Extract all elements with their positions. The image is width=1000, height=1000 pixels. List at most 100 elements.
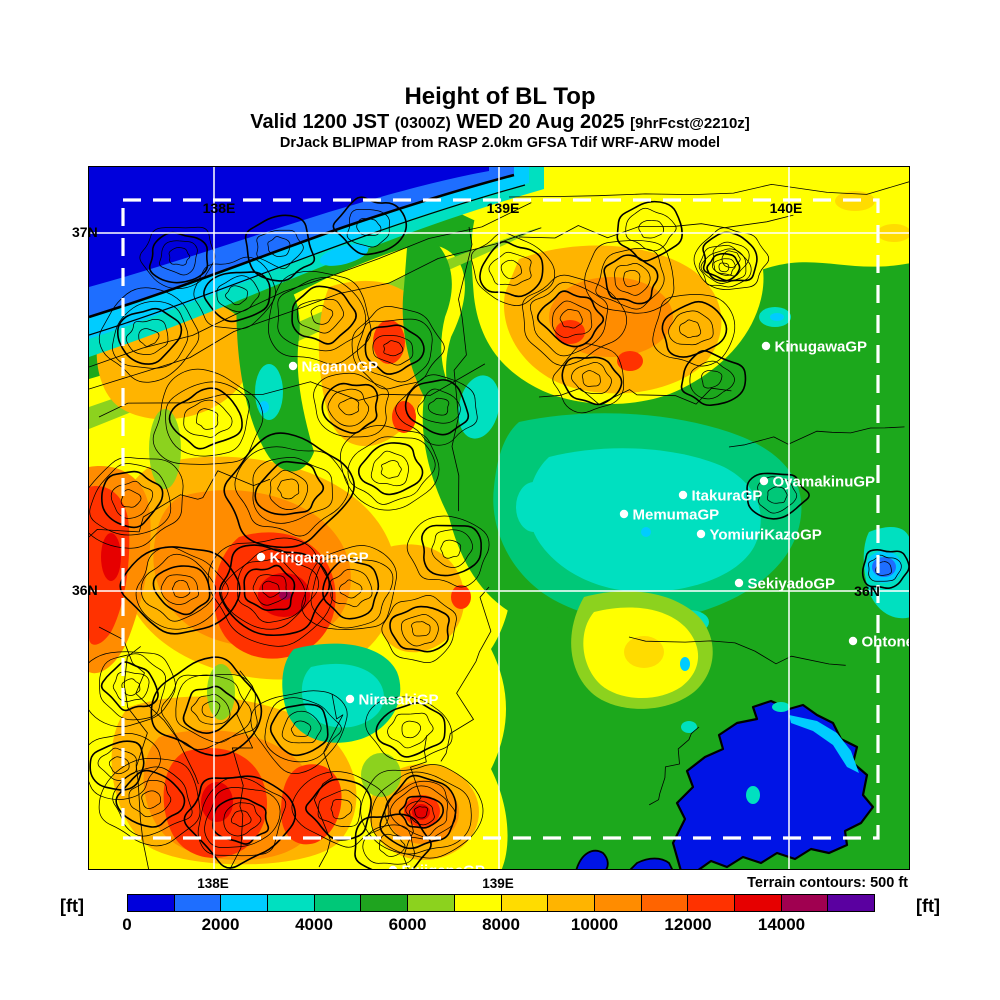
terrain-contour (383, 340, 404, 357)
terrain-contour (182, 685, 240, 734)
terrain-contour (89, 651, 176, 728)
terrain-contour (701, 370, 723, 389)
terrain-contour (98, 626, 199, 785)
station-marker (759, 476, 769, 486)
terrain-contour (380, 460, 402, 479)
terrain-contour (362, 824, 415, 865)
terrain-contour (625, 207, 677, 252)
terrain-contour (354, 813, 432, 869)
terrain-contour (340, 425, 440, 511)
decorative-shape (101, 533, 121, 581)
decorative-shape (259, 401, 269, 413)
station-marker (619, 509, 629, 519)
unit-label-left: [ft] (60, 896, 84, 916)
terrain-contour (679, 319, 702, 339)
decorative-shape (746, 786, 760, 804)
terrain-contour (322, 559, 380, 620)
terrain-contour (115, 769, 186, 828)
terrain-contour (89, 740, 145, 791)
terrain-contour (357, 442, 424, 496)
title-block: Height of BL Top Valid 1200 JST (0300Z) … (0, 84, 1000, 151)
terrain-contour (381, 594, 457, 664)
terrain-contour (101, 470, 164, 529)
terrain-contour (190, 694, 231, 725)
terrain-contour (395, 374, 478, 446)
station-label: SekiyadoGP (748, 576, 836, 593)
terrain-contour (404, 379, 470, 436)
lon-label-top: 138E (203, 200, 236, 216)
terrain-contour (332, 196, 408, 256)
terrain-contour (406, 515, 490, 588)
terrain-contour (571, 361, 612, 395)
terrain-contour (721, 250, 741, 269)
terrain-contour (536, 290, 605, 348)
terrain-contour (110, 480, 154, 519)
terrain-contour (281, 710, 322, 744)
terrain-contour (379, 774, 457, 850)
decorative-shape (402, 222, 649, 631)
station-marker (256, 552, 266, 562)
station-label: YomiuriKazoGP (710, 527, 822, 544)
terrain-contour (160, 574, 199, 605)
colorbar-tick: 6000 (388, 915, 427, 934)
terrain-contour (125, 318, 169, 355)
station: ItakuraGP (678, 488, 762, 505)
colorbar-segment (827, 895, 874, 911)
model-domain-outline (121, 198, 880, 840)
terrain-contour (479, 240, 544, 298)
colorbar-tick: 4000 (295, 915, 333, 934)
terrain-contour-note: Terrain contours: 500 ft (747, 875, 908, 891)
decorative-shape (680, 657, 690, 671)
contour-lines (89, 181, 909, 869)
colorbar-segment (453, 895, 501, 911)
terrain-contour (195, 408, 219, 430)
terrain-contour (401, 614, 439, 647)
station: KirigamineGP (256, 550, 369, 567)
terrain-contour (389, 785, 449, 838)
terrain-contour (267, 236, 291, 257)
terrain-contour (440, 586, 492, 762)
terrain-contour (183, 775, 297, 869)
terrain-contour (301, 545, 397, 630)
colorbar-segment (733, 895, 781, 911)
terrain-contour (706, 252, 741, 282)
terrain-contour (365, 696, 453, 762)
terrain-contour (254, 460, 325, 516)
terrain-contour (581, 370, 601, 387)
station: NirasakiGP (345, 692, 439, 709)
terrain-contour (861, 549, 909, 590)
colorbar-segment (220, 895, 268, 911)
decorative-shape (872, 557, 896, 577)
lat-label-36n: 36N (72, 582, 98, 598)
station-marker (761, 341, 771, 351)
terrain-contour (269, 469, 309, 510)
terrain-contour (317, 789, 362, 828)
station: YomiuriKazoGP (696, 527, 822, 544)
terrain-contour (728, 426, 905, 448)
terrain-contour (116, 307, 183, 365)
terrain-contour (141, 790, 161, 809)
terrain-contour (431, 529, 473, 568)
valid-zulu: (0300Z) (394, 114, 451, 132)
lat-label-inmap: 36N (854, 583, 880, 599)
decorative-shape (516, 482, 552, 532)
terrain-contour (150, 656, 263, 757)
terrain-contour (218, 544, 331, 637)
terrain-contour (700, 248, 747, 284)
terrain-contour (364, 324, 425, 375)
decorative-shape (89, 173, 515, 319)
terrain-contour (346, 208, 390, 248)
terrain-contour (252, 456, 333, 524)
station-label: KinugawaGP (775, 339, 868, 356)
terrain-contour (370, 771, 472, 855)
terrain-contour (264, 697, 342, 763)
station-marker (848, 636, 858, 646)
terrain-contour (290, 720, 312, 737)
terrain-contour (269, 703, 329, 757)
colorbar-segment (687, 895, 734, 911)
lat-label-37n: 37N (72, 224, 98, 240)
colorbar-segment (500, 895, 548, 911)
terrain-contour (321, 382, 379, 434)
terrain-contour (372, 335, 414, 366)
terrain-contour (243, 564, 296, 612)
